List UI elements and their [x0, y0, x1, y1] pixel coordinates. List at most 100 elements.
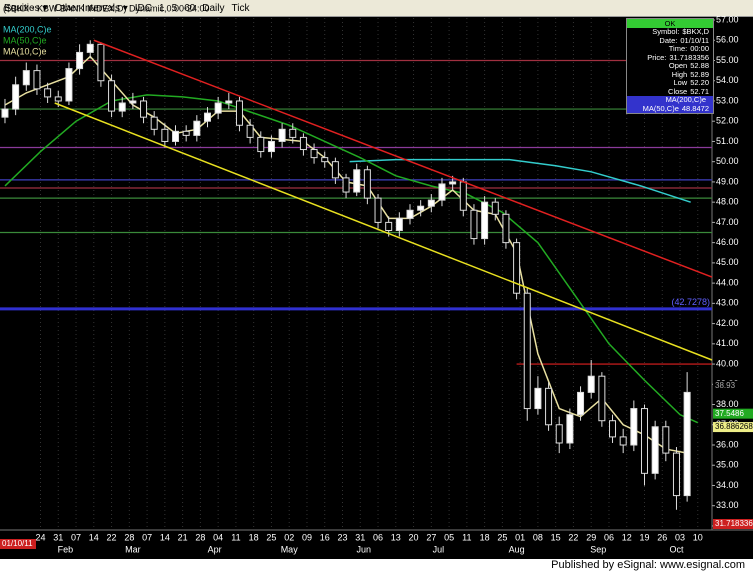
candle-body [523, 292, 531, 410]
candle-body [33, 70, 41, 90]
x-tick-label: 26 [657, 532, 667, 542]
x-tick-label: 02 [284, 532, 294, 542]
candle-body [502, 213, 510, 244]
x-tick-label: 11 [462, 532, 471, 542]
candle-body [203, 112, 211, 122]
y-tick-label: 42.00 [716, 318, 739, 328]
candle-body [54, 96, 62, 102]
x-tick-label: 18 [480, 532, 490, 542]
toolbar-item[interactable]: Tick [231, 2, 250, 14]
candle-body [321, 157, 329, 163]
candle-body [140, 100, 148, 118]
month-label: Aug [509, 544, 525, 554]
toolbar-item[interactable]: Equities ▾ [4, 2, 48, 14]
x-tick-label: 18 [249, 532, 259, 542]
month-label: Oct [669, 544, 684, 554]
x-tick-label: 22 [107, 532, 117, 542]
candle-body [406, 209, 414, 219]
price-tag-label: 31.718336 [715, 519, 753, 528]
x-tick-label: 09 [302, 532, 312, 542]
toolbar-item[interactable]: 60 [184, 2, 196, 14]
y-tick-label: 54.00 [716, 75, 739, 85]
info-row: Low 52.20 [627, 78, 713, 88]
chart-title: ($BKX - KBW BANK INDEX,D) Dynamic,0:00-2… [3, 3, 210, 13]
candle-body [363, 169, 371, 199]
candle-body [577, 391, 585, 416]
price-tag [713, 422, 753, 433]
x-tick-label: 14 [160, 532, 170, 542]
price-tag-label: 38.93 [715, 381, 736, 390]
y-tick-label: 48.00 [716, 197, 739, 207]
x-tick-label: 21 [178, 532, 188, 542]
candle-body [97, 43, 105, 82]
x-tick-label: 28 [124, 532, 134, 542]
candle-body [118, 102, 126, 112]
toolbar-item[interactable]: 1 [159, 2, 165, 14]
toolbar-item[interactable]: Other Intervals ▾ [54, 2, 128, 14]
y-tick-label: 46.00 [716, 237, 739, 247]
toolbar: Equities ▾ Other Intervals ▾ IDC 1 5 60 Daily T… [0, 0, 753, 17]
y-tick-label: 49.00 [716, 176, 739, 186]
y-tick-label: 45.00 [716, 257, 739, 267]
info-value: $BKX,D [682, 27, 709, 36]
candle-body [289, 128, 297, 138]
info-row: Price: 31.7183356 [627, 53, 713, 63]
x-tick-label: 29 [586, 532, 596, 542]
candle-body [86, 43, 94, 53]
toolbar-item[interactable]: Daily [202, 2, 225, 14]
x-tick-label: 31 [53, 532, 63, 542]
candle-body [22, 70, 30, 86]
candle-body [342, 177, 350, 193]
y-tick-label: 43.00 [716, 298, 739, 308]
x-tick-label: 01 [515, 532, 525, 542]
x-tick-label: 28 [195, 532, 205, 542]
price-tag [713, 380, 753, 391]
info-value: 52.88 [690, 61, 709, 70]
x-tick-label: 07 [142, 532, 152, 542]
x-tick-label: 03 [675, 532, 685, 542]
info-label: MA(200,C)e [665, 95, 706, 104]
legend-entry: MA(200,C)e [3, 24, 52, 34]
info-value: 00:00 [690, 44, 709, 53]
candle-body [513, 242, 521, 294]
month-label: Mar [125, 544, 141, 554]
y-tick-label: 50.00 [716, 156, 739, 166]
candle-body [609, 420, 617, 438]
candle-body [108, 80, 116, 112]
candle-body [299, 136, 307, 151]
candle-body [193, 120, 201, 136]
x-tick-label: 27 [426, 532, 436, 542]
candle-body [278, 128, 286, 142]
y-tick-label: 35.00 [716, 460, 739, 470]
price-tag [713, 519, 753, 529]
month-label: Apr [208, 544, 222, 554]
y-tick-label: 38.00 [716, 399, 739, 409]
candle-body [449, 181, 457, 185]
x-tick-label: 19 [639, 532, 649, 542]
info-label: Symbol: [652, 27, 680, 36]
y-tick-label: 47.00 [716, 217, 739, 227]
trendline [54, 102, 713, 361]
candle-body [267, 140, 275, 153]
candle-body [385, 221, 393, 231]
month-label: Sep [590, 544, 606, 554]
y-tick-label: 55.00 [716, 55, 739, 65]
candle-body [172, 130, 180, 142]
cursor-date: 01/10/11 [2, 539, 33, 548]
candle-body [1, 108, 9, 118]
x-tick-label: 06 [373, 532, 383, 542]
candle-body [310, 149, 318, 159]
candle-body [545, 387, 553, 426]
y-tick-label: 51.00 [716, 136, 739, 146]
candle-body [150, 116, 158, 130]
candle-body [214, 102, 222, 114]
legend-entry: MA(50,C)e [3, 35, 47, 45]
info-row: Time: 00:00 [627, 44, 713, 54]
toolbar-item[interactable]: 5 [171, 2, 178, 14]
candle-body [129, 100, 137, 104]
y-tick-label: 34.00 [716, 480, 739, 490]
info-label: Time: [668, 44, 688, 53]
toolbar-item[interactable]: IDC [134, 2, 152, 14]
info-value: 48.8472 [681, 103, 709, 113]
